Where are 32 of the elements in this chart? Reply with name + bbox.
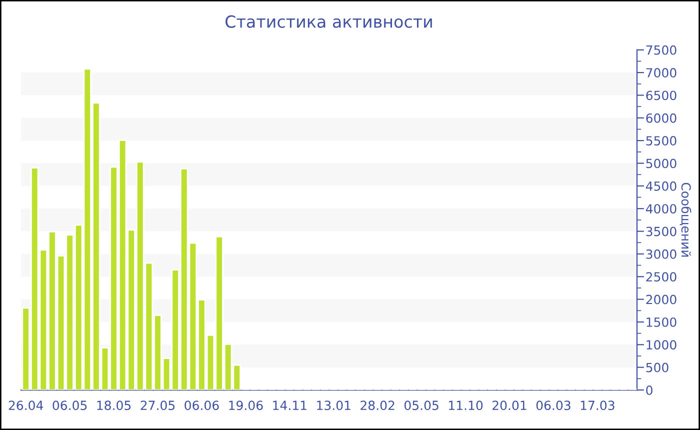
y-tick-label: 0 — [646, 385, 652, 395]
chart-title: Статистика активности — [226, 15, 432, 28]
x-tick-label: 26.04 — [8, 400, 44, 410]
y-tick-label: 500 — [646, 362, 668, 372]
y-tick-label: 6500 — [646, 90, 676, 100]
x-tick-label: 18.05 — [97, 400, 131, 410]
x-tick-label: 13.01 — [317, 400, 350, 410]
x-tick-label: 14.11 — [273, 400, 306, 410]
y-tick-label: 7000 — [646, 68, 676, 78]
y-tick-label: 7500 — [646, 45, 676, 55]
x-tick-label: 27.05 — [140, 400, 175, 410]
x-tick-label: 06.03 — [536, 400, 570, 410]
y-tick-label: 1000 — [646, 340, 676, 350]
x-tick-label: 17.03 — [580, 400, 614, 410]
x-tick-label: 06.06 — [184, 400, 219, 410]
x-tick-label: 05.05 — [404, 400, 438, 410]
y-tick-label: 5500 — [646, 136, 676, 146]
x-tick-label: 19.06 — [229, 400, 263, 410]
x-tick-label: 06.05 — [52, 400, 87, 410]
y-tick-label: 1500 — [646, 317, 676, 327]
y-axis-title: Сообщений — [680, 182, 692, 257]
y-tick-label: 2000 — [646, 294, 676, 304]
y-tick-label: 5000 — [646, 158, 676, 168]
y-tick-label: 2500 — [646, 272, 676, 282]
y-tick-label: 6000 — [646, 113, 676, 123]
y-tick-label: 4000 — [646, 204, 676, 214]
y-tick-label: 4500 — [646, 181, 676, 191]
x-tick-label: 20.01 — [492, 400, 526, 410]
x-tick-label: 28.02 — [360, 400, 394, 410]
y-tick-label: 3500 — [646, 226, 676, 236]
x-tick-label: 11.10 — [449, 400, 483, 410]
y-tick-label: 3000 — [646, 249, 676, 259]
